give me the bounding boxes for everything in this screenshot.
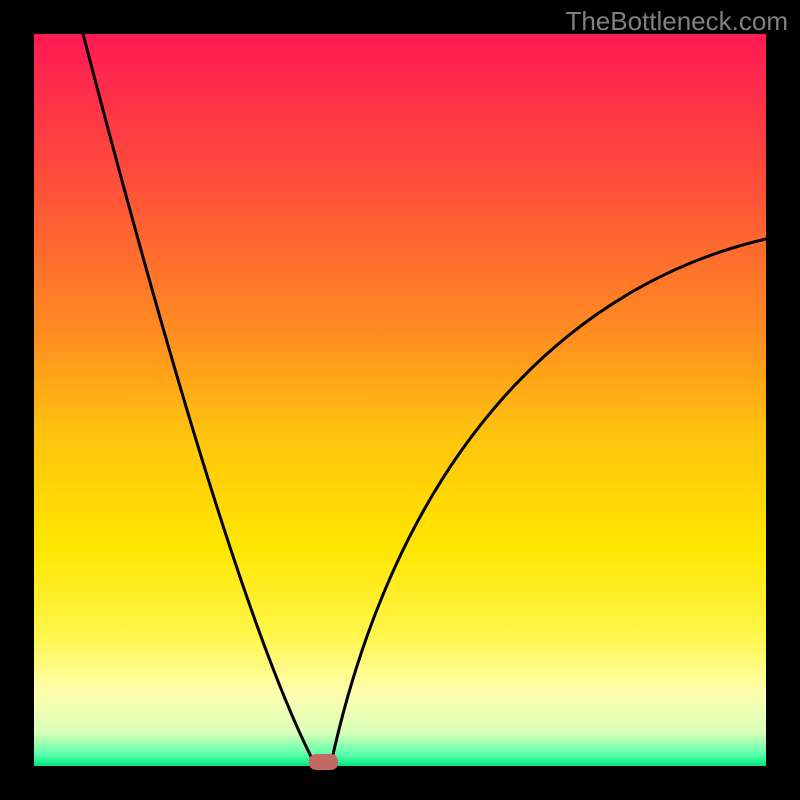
plot-area [34,34,766,766]
watermark-text: TheBottleneck.com [565,6,788,37]
curve-left-branch [83,34,316,766]
bottleneck-curve [34,34,766,766]
minimum-marker [309,754,338,770]
chart-container: TheBottleneck.com [0,0,800,800]
curve-right-branch [330,239,766,766]
